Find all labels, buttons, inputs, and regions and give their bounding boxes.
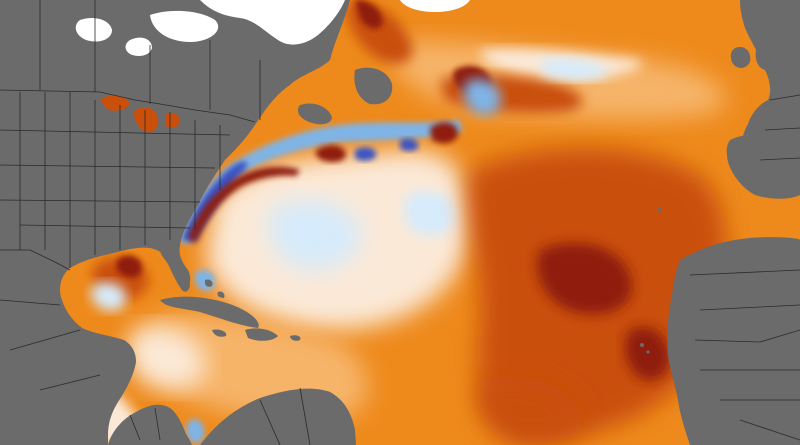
land-arctic-island-3 — [125, 37, 152, 56]
land-greenland-top — [400, 0, 470, 12]
border-africa — [689, 269, 800, 441]
land-arctic-island-1 — [150, 10, 219, 42]
land-bahamas — [204, 279, 225, 298]
land-island-dot — [658, 208, 662, 212]
border-mexico-states — [0, 299, 101, 391]
land-florida — [160, 249, 190, 292]
land-island-dot — [640, 343, 644, 347]
land-hispaniola — [245, 328, 278, 341]
cool-newfoundland — [463, 79, 501, 116]
land-north-america — [0, 0, 350, 445]
very-warm-east-core — [537, 243, 632, 315]
very-warm-gulf-loop — [116, 255, 142, 278]
border-us-mexico — [0, 249, 71, 271]
land-newfoundland — [354, 67, 393, 105]
cool-gulf-mexico — [90, 282, 127, 311]
cool-pacific-coast — [186, 418, 205, 444]
land-island-dot — [646, 350, 650, 354]
cool-patch-east — [403, 191, 455, 236]
border-state-lines-1 — [19, 92, 221, 268]
anomaly-field — [0, 0, 727, 445]
warm-south-east — [477, 376, 582, 445]
land-greenland — [200, 0, 345, 45]
gulf-stream-cool-eddy-2 — [400, 138, 419, 151]
cool-sargasso — [268, 199, 362, 271]
gulf-stream-eddy-2 — [430, 122, 458, 144]
land-cuba — [160, 296, 259, 328]
gulf-stream-warm-core — [188, 166, 300, 242]
gulf-stream-eddy-1 — [315, 145, 346, 162]
gulf-stream-cool-eddy-1 — [355, 147, 377, 161]
border-south-america — [259, 387, 311, 445]
land-jamaica — [212, 329, 227, 337]
border-canada-provinces — [39, 0, 261, 120]
land-uk — [755, 17, 785, 71]
border-europe — [759, 94, 800, 161]
land-arctic-island-2 — [75, 18, 112, 42]
great-lakes — [100, 95, 180, 133]
land-puerto-rico — [290, 335, 301, 341]
neutral-caribbean-west — [127, 326, 206, 389]
border-state-lines-2 — [0, 129, 231, 229]
cool-north-band — [540, 58, 610, 81]
border-central-america — [129, 407, 161, 441]
land-ireland — [730, 46, 751, 68]
land-nova-scotia — [297, 103, 332, 125]
land-central-america — [108, 404, 192, 445]
land-iberia — [726, 135, 800, 199]
land-south-america — [200, 388, 356, 445]
border-us-canada — [0, 89, 256, 123]
very-warm-labrador — [355, 0, 383, 29]
